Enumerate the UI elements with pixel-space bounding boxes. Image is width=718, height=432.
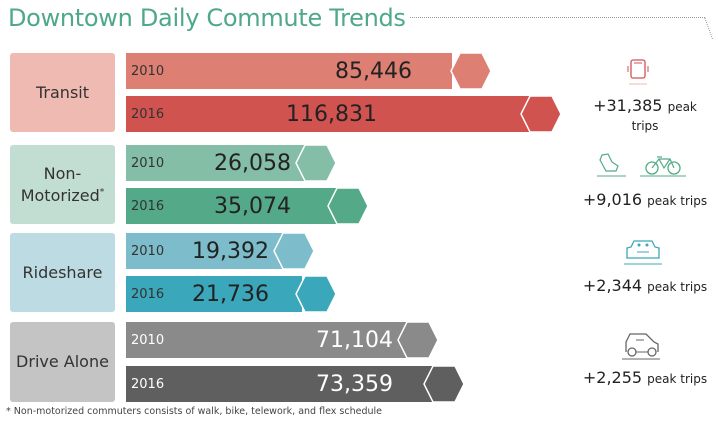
category-drive-alone: Drive Alone [10,322,115,402]
delta-transit: +31,385 peak trips [593,96,697,133]
category-transit: Transit [10,53,115,132]
value-label: 35,074 [214,193,291,219]
footnote: * Non-motorized commuters consists of wa… [6,406,382,417]
carpool-icon [624,240,662,265]
bar-rideshare-2016: 2016 21,736 [126,276,302,312]
category-non-motorized: Non- Motorized* [10,145,115,224]
hex-rideshare-2010 [273,233,315,269]
category-rideshare: Rideshare [10,233,115,312]
year-label: 2010 [131,155,165,171]
value-label: 85,446 [335,58,412,84]
hex-drivealone-2010 [397,322,439,358]
hex-nonmotorized-2010 [295,145,337,181]
bar-transit-2016: 2016 116,831 [126,96,536,132]
hex-nonmotorized-2016 [327,188,369,224]
car-icon [622,333,660,360]
year-label: 2010 [131,243,165,259]
hex-rideshare-2016 [295,276,337,312]
hex-transit-2010 [450,53,492,89]
title-divider [410,17,705,18]
year-label: 2010 [131,63,165,79]
year-label: 2016 [131,286,165,302]
bar-rideshare-2010: 2010 19,392 [126,233,282,269]
title-divider-corner [704,17,715,39]
value-label: 116,831 [286,101,377,127]
year-label: 2016 [131,376,165,392]
bus-icon [627,59,649,85]
hex-transit-2016 [520,96,562,132]
year-label: 2010 [131,332,165,348]
value-label: 71,104 [316,327,393,353]
year-label: 2016 [131,106,165,122]
value-label: 21,736 [192,281,269,307]
year-label: 2016 [131,198,165,214]
bar-drivealone-2010: 2010 71,104 [126,322,406,358]
bar-drivealone-2016: 2016 73,359 [126,366,432,402]
delta-drivealone: +2,255 peak trips [582,368,708,387]
bar-nonmotorized-2016: 2016 35,074 [126,188,336,224]
hex-drivealone-2016 [423,366,465,402]
walk-bike-icon [597,153,686,177]
bar-transit-2010: 2010 85,446 [126,53,452,89]
value-label: 73,359 [316,371,393,397]
delta-rideshare: +2,344 peak trips [582,276,708,295]
value-label: 19,392 [192,238,269,264]
delta-nonmotorized: +9,016 peak trips [582,190,708,209]
chart-title: Downtown Daily Commute Trends [8,4,406,32]
value-label: 26,058 [214,150,291,176]
bar-nonmotorized-2010: 2010 26,058 [126,145,305,181]
